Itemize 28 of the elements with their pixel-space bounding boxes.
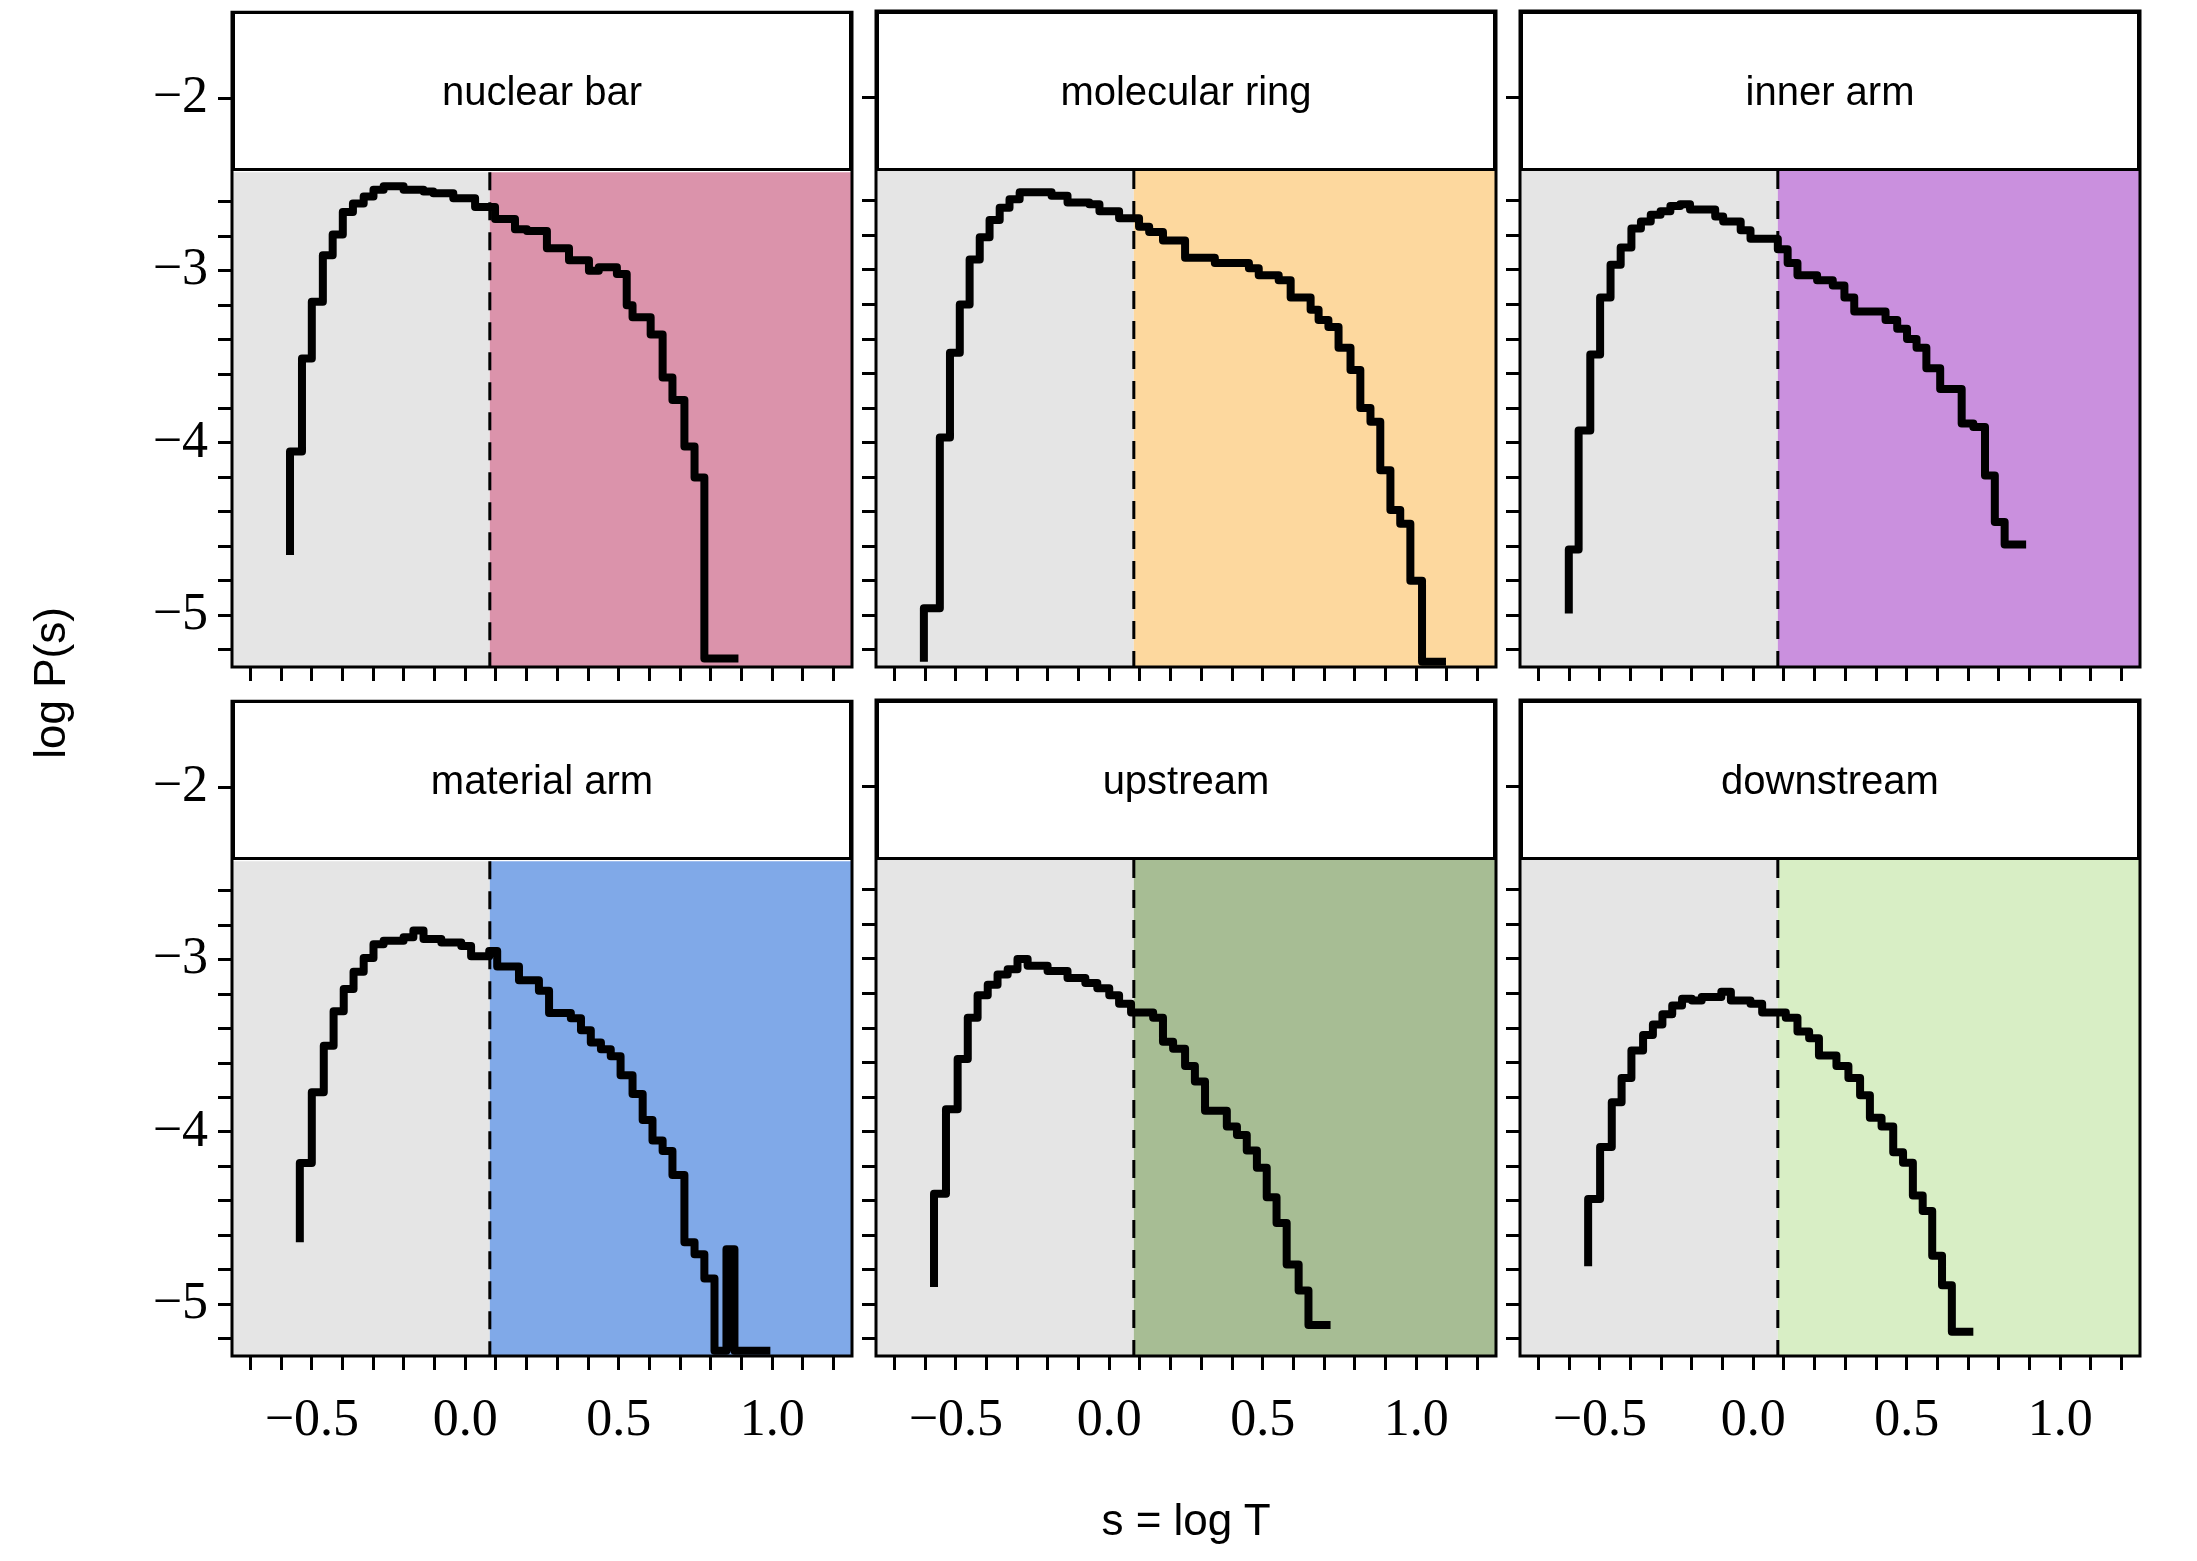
header-box: upstream	[876, 700, 1496, 860]
x-tick-label: 1.0	[1383, 1388, 1449, 1446]
header-box: material arm	[232, 700, 852, 860]
y-tick-label: −2	[152, 755, 208, 813]
x-tick-label: 0.5	[1230, 1388, 1296, 1446]
x-tick-label: −0.5	[264, 1388, 359, 1446]
x-tick-label: −0.5	[1552, 1388, 1647, 1446]
x-tick-label: 0.0	[432, 1388, 498, 1446]
x-tick-label: 1.0	[2027, 1388, 2093, 1446]
x-tick-label: −0.5	[908, 1388, 1003, 1446]
x-tick-label: 0.0	[1720, 1388, 1786, 1446]
y-axis-title: log P(s)	[25, 607, 75, 759]
header-box: molecular ring	[876, 11, 1496, 171]
header-box: inner arm	[1520, 11, 2140, 171]
x-axis-title: s = log T	[1100, 1495, 1272, 1545]
x-tick-label: 1.0	[739, 1388, 805, 1446]
y-tick-label: −3	[152, 927, 208, 985]
y-tick-label: −4	[152, 1099, 208, 1157]
y-tick-label: −2	[152, 66, 208, 124]
x-tick-label: 0.5	[1874, 1388, 1940, 1446]
y-tick-label: −4	[152, 410, 208, 468]
y-tick-label: −5	[152, 1271, 208, 1329]
x-tick-label: 0.5	[586, 1388, 652, 1446]
x-tick-label: 0.0	[1076, 1388, 1142, 1446]
header-box: nuclear bar	[232, 11, 852, 171]
y-tick-label: −5	[152, 582, 208, 640]
header-box: downstream	[1520, 700, 2140, 860]
y-tick-label: −3	[152, 238, 208, 296]
